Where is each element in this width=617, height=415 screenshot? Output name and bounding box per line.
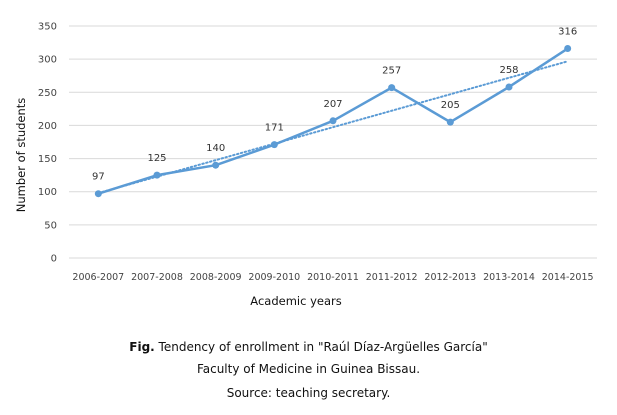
data-point [153, 171, 161, 179]
data-label: 258 [499, 65, 518, 76]
y-tick-label: 0 [51, 254, 57, 265]
y-axis-ticks: 0 50 100 150 200 250 300 350 [38, 22, 57, 265]
data-label: 140 [206, 143, 225, 154]
data-label: 316 [558, 27, 577, 38]
x-tick-label: 2013-2014 [483, 272, 535, 283]
y-tick-label: 50 [44, 220, 57, 231]
x-tick-label: 2010-2011 [307, 272, 359, 283]
data-point [388, 84, 396, 92]
x-tick-label: 2006-2007 [72, 272, 124, 283]
series-group [94, 45, 572, 198]
enrollment-line-chart: 0 50 100 150 200 250 300 350 2006-2007 2007-2008… [14, 22, 597, 308]
data-point [94, 190, 102, 198]
data-label: 125 [147, 153, 166, 164]
x-tick-label: 2014-2015 [542, 272, 594, 283]
data-labels: 97 125 140 171 207 257 205 258 316 [92, 27, 577, 183]
x-tick-label: 2008-2009 [190, 272, 242, 283]
y-tick-label: 300 [38, 55, 57, 66]
gridlines [69, 25, 597, 259]
y-tick-label: 150 [38, 154, 57, 165]
caption-line-1: Fig. Tendency of enrollment in "Raúl Día… [0, 340, 617, 354]
caption-fig-prefix: Fig. [129, 340, 155, 354]
y-tick-label: 100 [38, 187, 57, 198]
data-point [505, 83, 513, 91]
data-label: 207 [323, 99, 342, 110]
data-point [329, 117, 337, 125]
caption-title: Tendency of enrollment in "Raúl Díaz-Arg… [154, 340, 488, 354]
data-point [212, 161, 220, 169]
data-label: 205 [441, 100, 460, 111]
x-tick-label: 2009-2010 [248, 272, 300, 283]
y-axis-title: Number of students [14, 98, 28, 213]
data-label: 97 [92, 172, 105, 183]
x-tick-label: 2012-2013 [424, 272, 476, 283]
data-label: 171 [265, 123, 284, 134]
x-tick-label: 2011-2012 [366, 272, 418, 283]
y-tick-label: 200 [38, 121, 57, 132]
data-point [270, 141, 278, 149]
data-point [446, 118, 454, 126]
x-tick-label: 2007-2008 [131, 272, 183, 283]
caption-line-3: Source: teaching secretary. [226, 386, 391, 400]
x-axis-title: Academic years [250, 294, 341, 308]
y-tick-label: 250 [38, 88, 57, 99]
caption-line-2: Faculty of Medicine in Guinea Bissau. [196, 362, 421, 376]
data-point [564, 45, 572, 53]
y-tick-label: 350 [38, 22, 57, 33]
x-axis-ticks: 2006-2007 2007-2008 2008-2009 2009-2010 2010… [72, 272, 593, 283]
data-label: 257 [382, 66, 401, 77]
